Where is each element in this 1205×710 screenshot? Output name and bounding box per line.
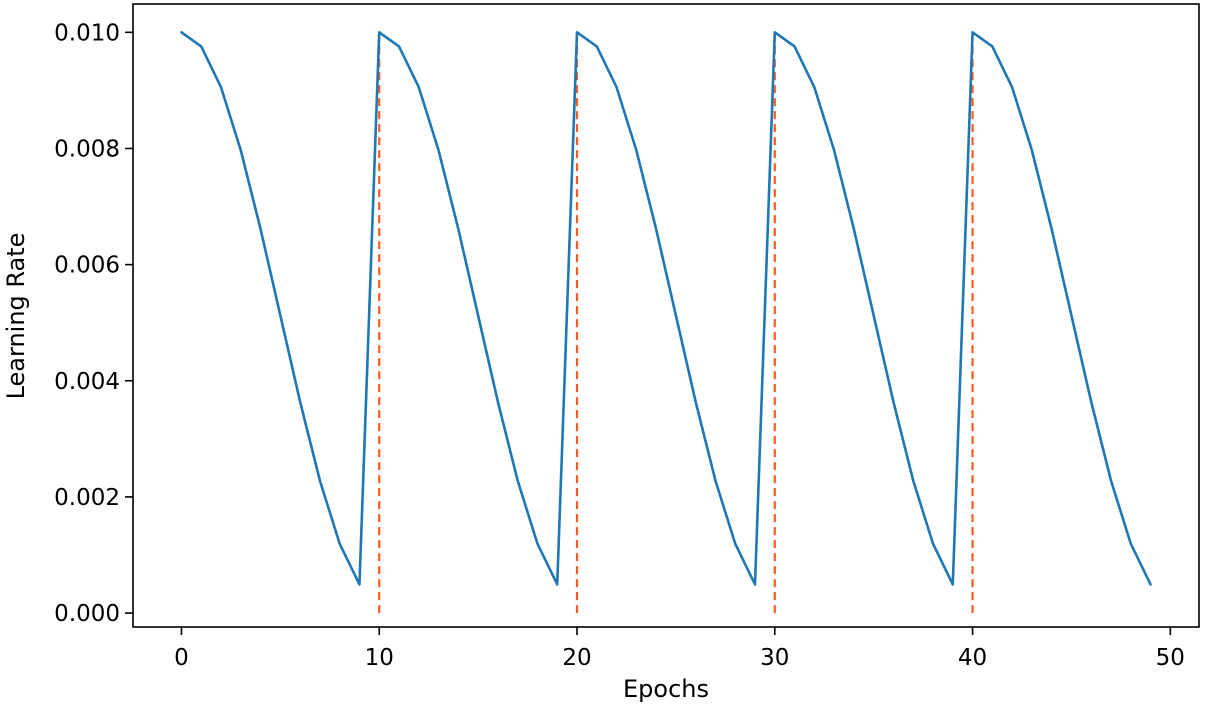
axis-ticks: 0 10 20 30 40 50 0.000 0.002 0.004 0.006 0.008 0.01… [54, 20, 1185, 671]
y-tick-label: 0.002 [54, 485, 120, 511]
x-axis-label: Epochs [623, 675, 709, 703]
x-tick-label: 40 [958, 645, 987, 671]
x-tick-label: 50 [1156, 645, 1185, 671]
y-tick-label: 0.000 [54, 601, 120, 627]
y-tick-label: 0.008 [54, 136, 120, 162]
x-tick-label: 20 [562, 645, 591, 671]
x-tick-label: 0 [174, 645, 189, 671]
y-tick-label: 0.006 [54, 253, 120, 279]
x-tick-label: 10 [365, 645, 394, 671]
y-axis-label: Learning Rate [2, 233, 30, 400]
y-tick-label: 0.010 [54, 20, 120, 46]
plot-area [180, 31, 1152, 614]
learning-rate-line [180, 31, 1152, 586]
y-tick-label: 0.004 [54, 369, 120, 395]
axes-frame [132, 3, 1200, 628]
x-tick-label: 30 [760, 645, 789, 671]
